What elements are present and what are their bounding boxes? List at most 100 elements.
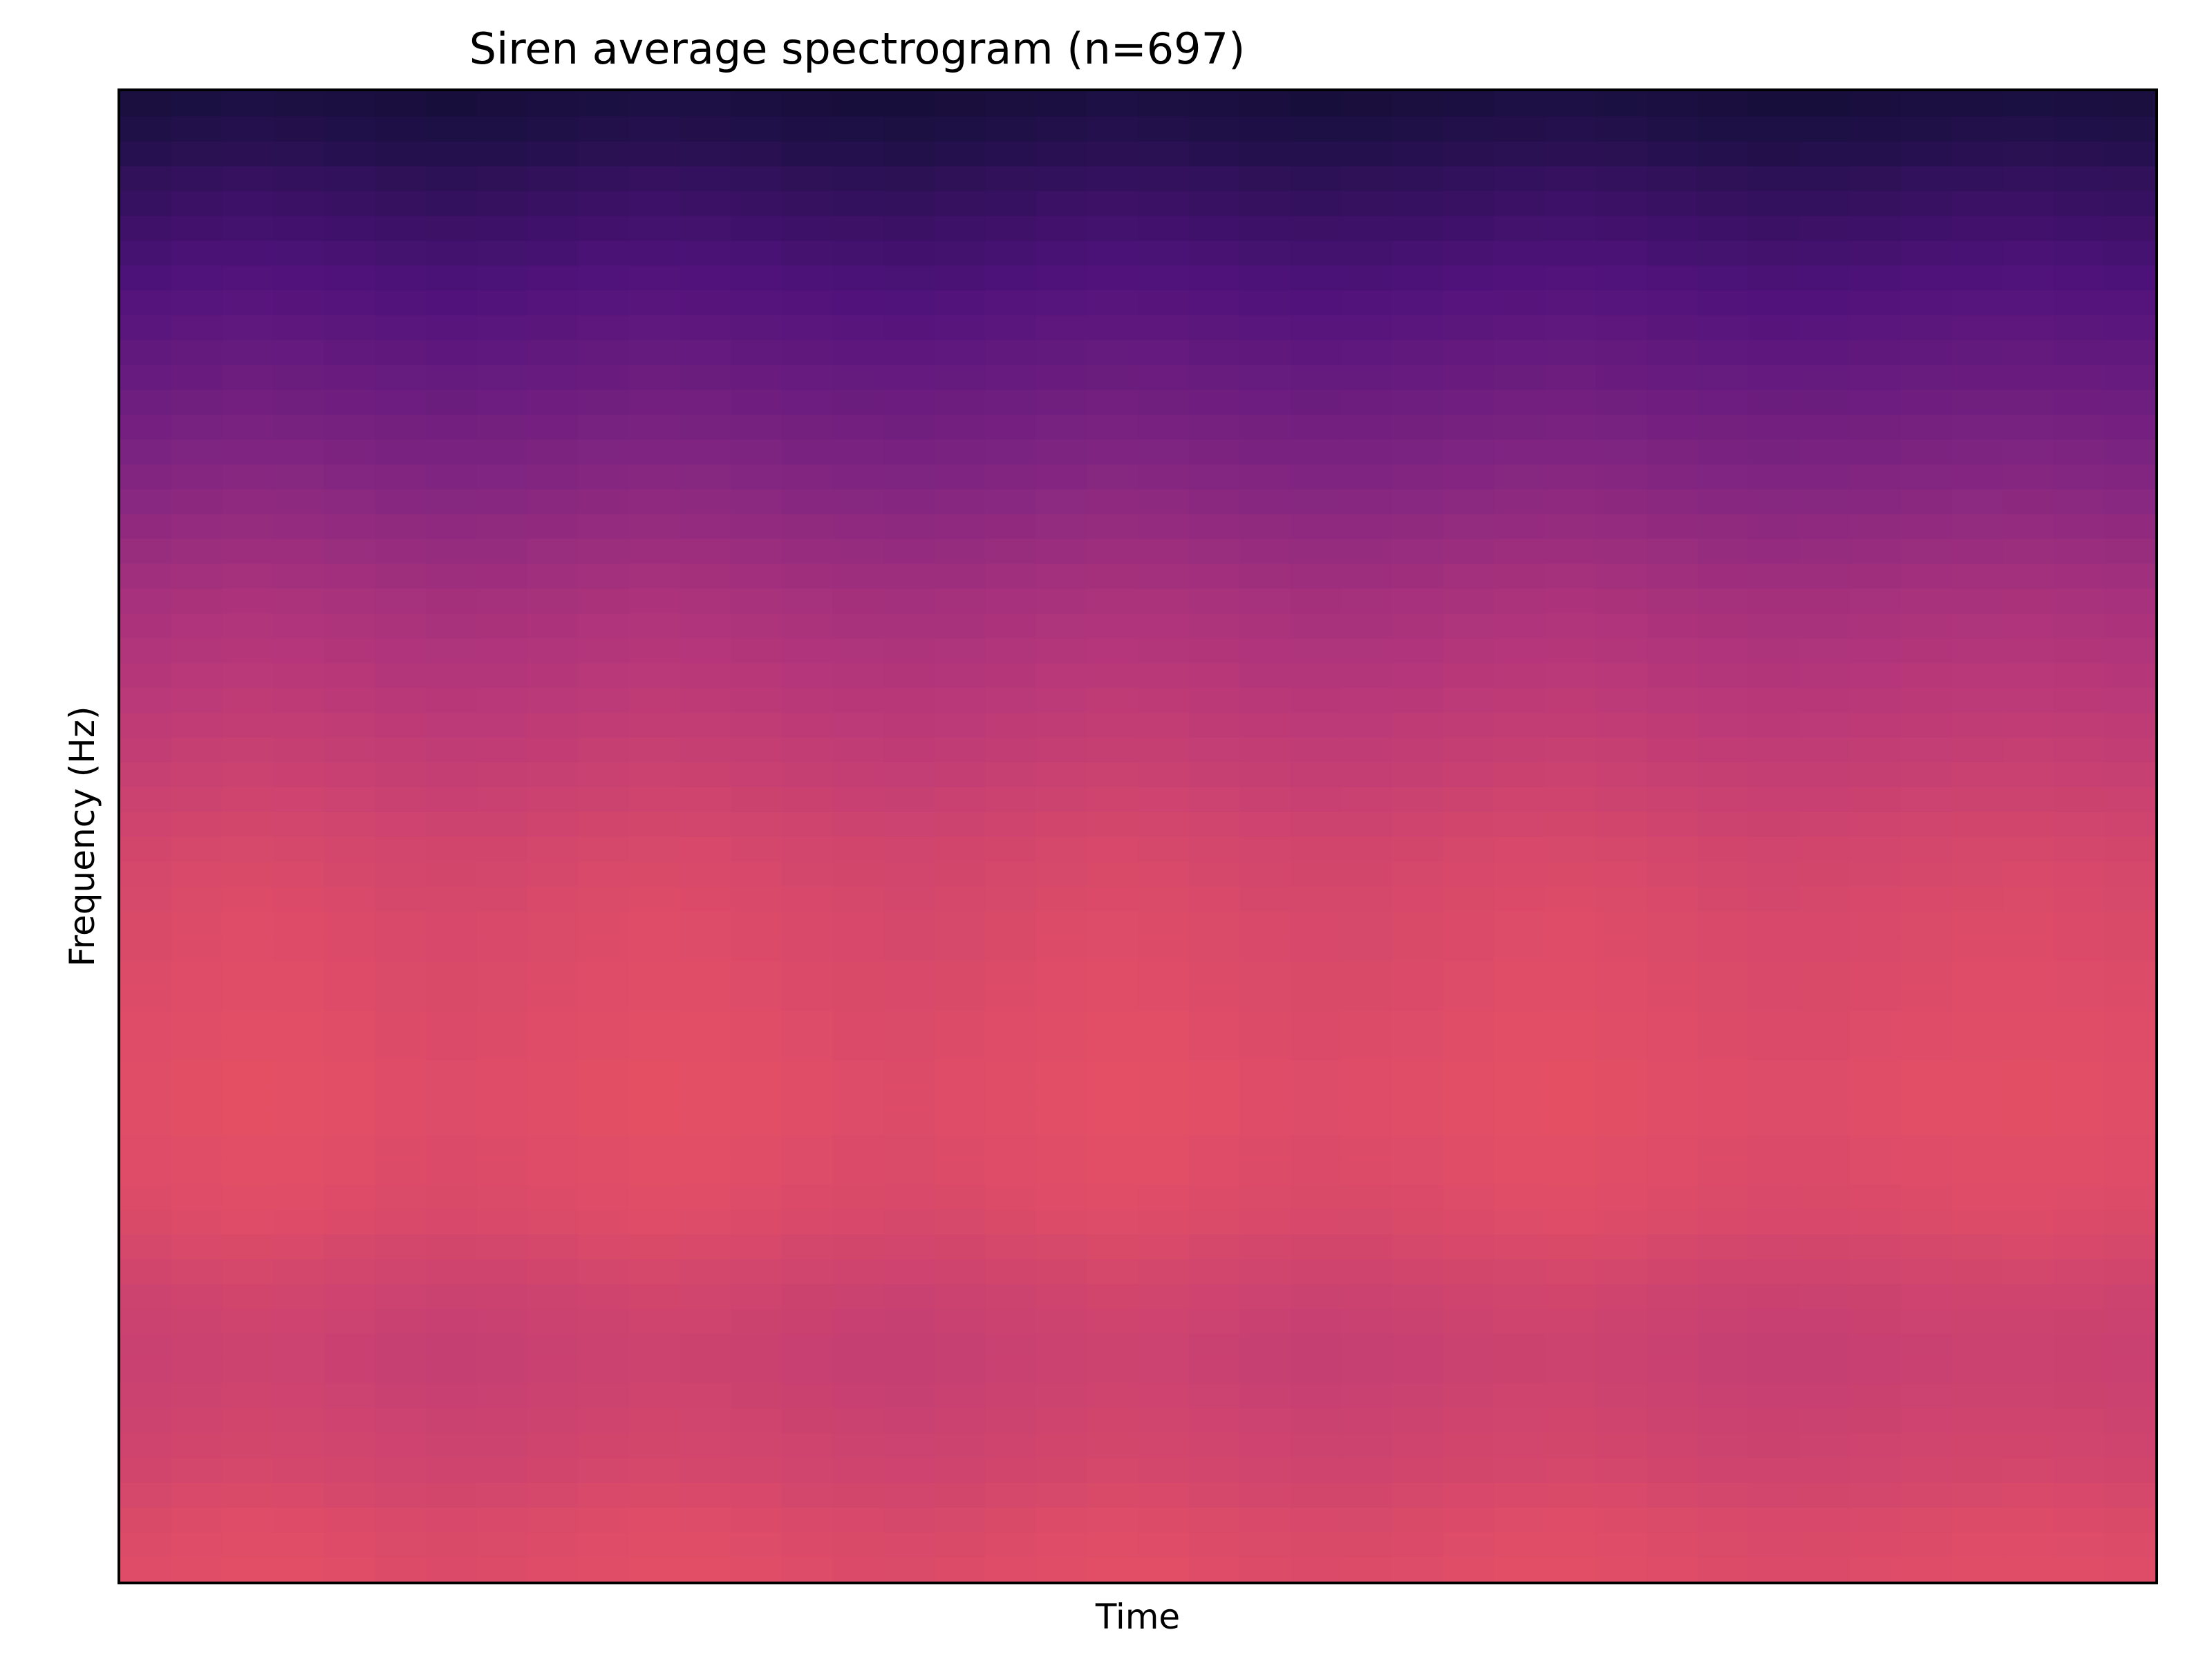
heatmap-cell [375, 290, 427, 316]
heatmap-cell [1290, 787, 1342, 812]
heatmap-cell [476, 513, 528, 539]
heatmap-cell [883, 1060, 935, 1086]
heatmap-cell [527, 315, 579, 341]
heatmap-cell [578, 935, 630, 962]
heatmap-cell [883, 812, 935, 837]
heatmap-cell [1392, 662, 1444, 688]
heatmap-cell [324, 1184, 375, 1210]
heatmap-cell [578, 165, 630, 191]
heatmap-cell [476, 389, 528, 415]
heatmap-cell [1494, 737, 1546, 762]
heatmap-cell [1035, 1035, 1088, 1061]
heatmap-cell [629, 737, 681, 762]
heatmap-cell [1850, 513, 1902, 539]
heatmap-cell [272, 1457, 325, 1483]
heatmap-cell [883, 389, 935, 415]
heatmap-cell [2003, 190, 2054, 216]
heatmap-cell [272, 265, 325, 291]
heatmap-cell [1951, 1209, 2003, 1235]
heatmap-cell [1341, 389, 1393, 415]
heatmap-cell [1850, 240, 1902, 266]
heatmap-cell [120, 414, 172, 440]
heatmap-cell [527, 1457, 579, 1483]
heatmap-cell [1392, 737, 1444, 762]
heatmap-cell [1799, 364, 1851, 390]
heatmap-cell [1290, 1532, 1342, 1557]
heatmap-cell [934, 115, 986, 142]
heatmap-cell [934, 464, 986, 489]
heatmap-cell [578, 1532, 630, 1557]
heatmap-cell [1443, 165, 1494, 191]
heatmap-cell [1392, 637, 1444, 664]
heatmap-cell [832, 885, 884, 912]
heatmap-cell [1799, 762, 1851, 787]
heatmap-cell [1850, 315, 1902, 341]
heatmap-cell [324, 1507, 375, 1533]
heatmap-cell [222, 215, 274, 241]
heatmap-cell [171, 1233, 223, 1259]
heatmap-cell [1748, 190, 1800, 216]
heatmap-cell [1341, 1035, 1393, 1061]
heatmap-cell [1850, 1159, 1902, 1185]
heatmap-cell [1087, 190, 1138, 216]
heatmap-cell [1697, 612, 1749, 639]
heatmap-cell [1035, 861, 1088, 887]
heatmap-cell [171, 1407, 223, 1434]
heatmap-cell [171, 836, 223, 862]
heatmap-cell [1647, 1308, 1698, 1334]
heatmap-cell [222, 1333, 274, 1359]
heatmap-cell [1951, 464, 2003, 489]
heatmap-cell [629, 1159, 681, 1185]
heatmap-cell [1239, 1333, 1291, 1359]
heatmap-cell [1595, 1557, 1647, 1582]
heatmap-cell [222, 836, 274, 862]
heatmap-cell [1138, 563, 1190, 589]
heatmap-cell [781, 836, 834, 862]
heatmap-cell [222, 960, 274, 986]
heatmap-cell [375, 538, 427, 564]
heatmap-cell [2053, 1085, 2106, 1111]
heatmap-cell [324, 389, 375, 415]
heatmap-cell [1850, 885, 1902, 912]
heatmap-cell [1748, 885, 1800, 912]
heatmap-cell [1697, 439, 1749, 465]
heatmap-cell [1341, 339, 1393, 366]
heatmap-cell [171, 1109, 223, 1135]
heatmap-cell [425, 910, 477, 937]
heatmap-cell [1595, 389, 1647, 415]
heatmap-cell [679, 1482, 731, 1508]
heatmap-cell [1392, 985, 1444, 1011]
heatmap-cell [832, 91, 884, 117]
heatmap-cell [425, 960, 477, 986]
heatmap-cell [883, 588, 935, 614]
heatmap-cell [731, 1358, 782, 1384]
heatmap-cell [1239, 1035, 1291, 1061]
heatmap-cell [1138, 1085, 1190, 1111]
heatmap-cell [1494, 165, 1546, 191]
heatmap-cell [1188, 985, 1240, 1011]
heatmap-cell [425, 439, 477, 465]
heatmap-cell [1901, 513, 1953, 539]
heatmap-cell [578, 513, 630, 539]
heatmap-cell [1850, 439, 1902, 465]
heatmap-cell [425, 612, 477, 639]
heatmap-cell [2053, 588, 2106, 614]
heatmap-cell [1188, 1557, 1240, 1582]
heatmap-cell [2003, 1333, 2054, 1359]
heatmap-cell [527, 1035, 579, 1061]
heatmap-cell [2053, 538, 2106, 564]
heatmap-cell [985, 165, 1037, 191]
heatmap-cell [1697, 687, 1749, 713]
heatmap-cell [1087, 612, 1138, 639]
heatmap-cell [731, 190, 782, 216]
heatmap-cell [985, 414, 1037, 440]
heatmap-cell [2003, 712, 2054, 738]
heatmap-cell [1035, 1010, 1088, 1036]
heatmap-cell [1087, 1283, 1138, 1309]
heatmap-cell [1850, 910, 1902, 937]
heatmap-cell [832, 1184, 884, 1210]
heatmap-cell [2104, 464, 2156, 489]
heatmap-cell [1392, 1557, 1444, 1582]
heatmap-cell [1138, 488, 1190, 514]
heatmap-cell [1748, 1507, 1800, 1533]
